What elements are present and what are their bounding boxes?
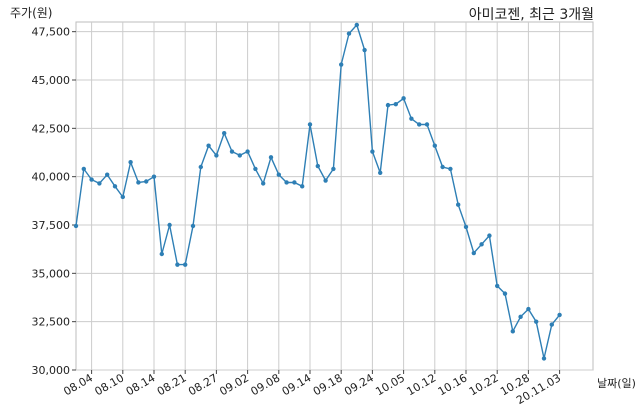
x-tick-label: 10.05 — [373, 371, 407, 398]
data-point — [323, 178, 328, 183]
y-tick-label: 37,500 — [32, 219, 71, 232]
data-point — [346, 31, 352, 36]
y-tick-label: 42,500 — [32, 122, 71, 135]
y-tick-label: 47,500 — [32, 26, 71, 39]
x-axis-label: 날짜(일) — [597, 377, 636, 390]
y-tick-label: 40,000 — [32, 171, 71, 184]
x-tick-label: 10.22 — [467, 371, 501, 398]
data-point — [424, 122, 430, 127]
x-tick-label: 10.16 — [436, 371, 470, 398]
data-point — [487, 233, 492, 238]
x-tick-label: 09.02 — [217, 371, 251, 398]
data-point — [534, 319, 539, 324]
data-point — [307, 122, 313, 127]
data-point — [151, 174, 157, 179]
data-point — [73, 223, 79, 229]
data-point — [471, 250, 476, 256]
data-point — [479, 242, 484, 247]
data-point — [237, 153, 242, 158]
data-point — [268, 155, 274, 160]
data-point — [81, 166, 87, 172]
data-point — [510, 329, 515, 334]
x-tick-label: 09.14 — [280, 371, 314, 398]
data-point — [541, 356, 547, 361]
data-point — [229, 149, 235, 154]
data-point — [393, 101, 398, 107]
data-point — [190, 223, 196, 229]
data-point — [183, 262, 188, 267]
data-point — [253, 166, 258, 172]
data-point — [502, 291, 508, 296]
grid-layer — [75, 21, 594, 371]
y-axis-label: 주가(원) — [10, 6, 53, 20]
series-line — [75, 23, 561, 359]
data-point — [339, 62, 344, 67]
data-point — [362, 47, 367, 53]
data-point — [284, 180, 289, 185]
data-point — [331, 166, 336, 172]
x-tick-label: 08.21 — [155, 371, 189, 398]
data-point — [409, 116, 414, 121]
data-point — [526, 306, 531, 312]
data-point — [261, 181, 266, 186]
data-point — [401, 96, 406, 101]
x-tick-label: 09.08 — [249, 371, 283, 398]
data-point — [557, 312, 562, 318]
series-layer — [73, 22, 562, 361]
x-tick-label: 10.12 — [405, 371, 439, 398]
data-point — [128, 159, 133, 165]
data-point — [549, 322, 554, 327]
axis-layer: 30,000 32,500 35,000 37,500 40,000 42,500 45,0… — [32, 26, 564, 407]
y-tick-label: 35,000 — [32, 267, 71, 280]
data-point — [385, 102, 391, 108]
data-point — [448, 166, 453, 172]
data-point — [105, 172, 110, 177]
data-point — [315, 163, 320, 169]
data-point — [370, 149, 375, 154]
data-point — [456, 202, 461, 207]
data-point — [136, 180, 141, 185]
data-point — [120, 194, 126, 200]
x-tick-label: 08.14 — [124, 371, 158, 398]
chart-title: 아미코젠, 최근 3개월 — [468, 7, 594, 23]
data-point — [245, 149, 250, 154]
data-point — [198, 164, 203, 170]
data-point — [89, 177, 94, 182]
y-tick-label: 45,000 — [32, 74, 71, 87]
y-tick-label: 32,500 — [32, 316, 71, 329]
x-tick-label: 08.10 — [93, 371, 127, 398]
x-tick-label: 09.18 — [311, 371, 345, 398]
data-point — [417, 122, 422, 127]
data-point — [144, 179, 149, 184]
x-tick-label: 08.27 — [186, 371, 220, 398]
data-point — [440, 164, 445, 170]
data-point — [292, 180, 297, 185]
data-point — [206, 143, 211, 148]
data-point — [463, 224, 469, 230]
data-point — [300, 184, 305, 189]
data-point — [214, 153, 219, 158]
data-point — [97, 181, 102, 186]
y-tick-label: 30,000 — [32, 364, 71, 377]
data-point — [159, 251, 164, 257]
x-tick-label: 09.24 — [342, 371, 376, 398]
data-point — [378, 170, 383, 175]
data-point — [276, 172, 281, 177]
data-point — [167, 222, 172, 228]
data-point — [175, 262, 180, 267]
data-point — [518, 314, 523, 320]
data-point — [432, 143, 437, 148]
data-point — [222, 130, 227, 136]
data-point — [354, 22, 359, 28]
data-point — [112, 184, 118, 189]
data-point — [495, 283, 500, 289]
